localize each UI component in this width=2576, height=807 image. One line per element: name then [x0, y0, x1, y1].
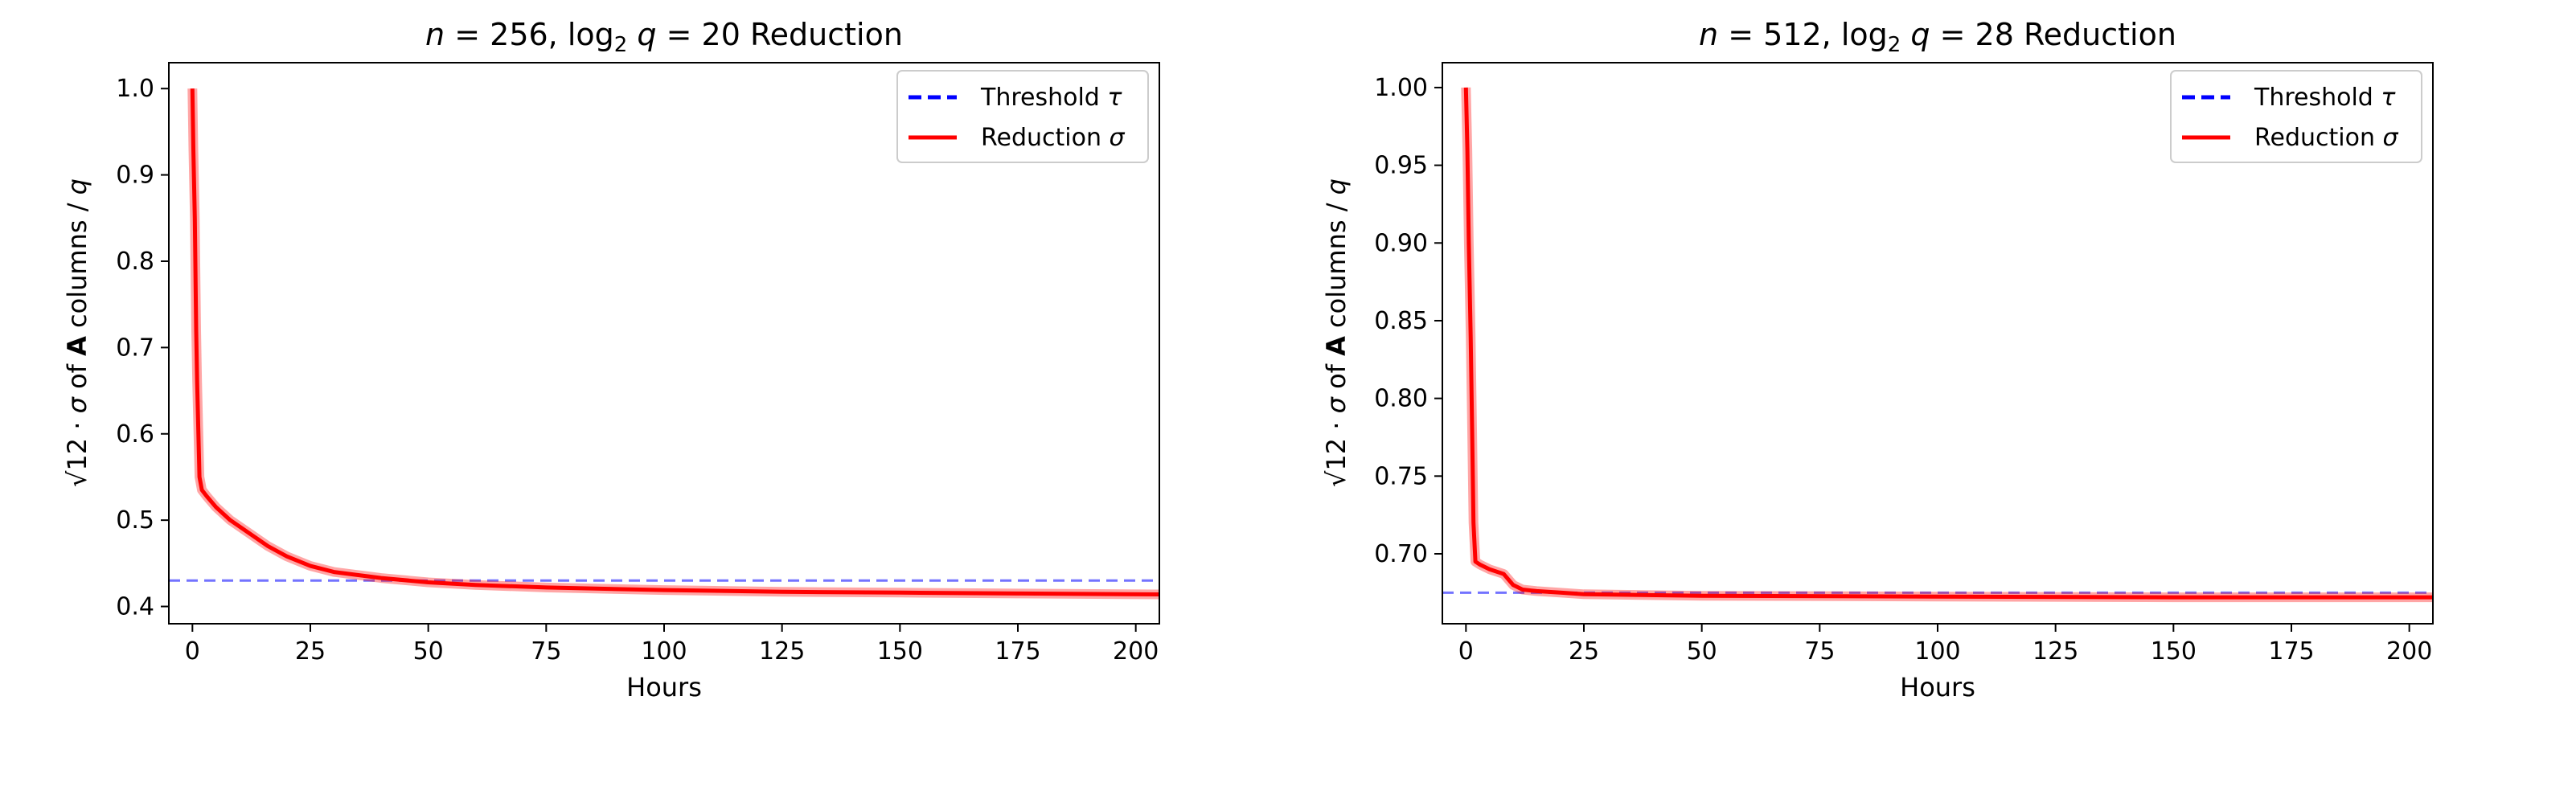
chart-1-ytick-label: 0.5: [116, 506, 154, 535]
chart-1-ytick-label: 0.4: [116, 593, 154, 621]
chart-2-xtick-label: 75: [1804, 637, 1835, 666]
chart-1-xlabel: Hours: [626, 672, 702, 703]
chart-1-ytick-label: 0.8: [116, 248, 154, 276]
chart-2-legend-threshold-label: Threshold τ: [2254, 84, 2396, 112]
chart-2-xtick-label: 25: [1569, 637, 1599, 666]
chart-1: n = 256, log2 q = 20 Reduction √12 · σ o…: [62, 17, 1160, 703]
chart-2-plot-area: 0 25 50 75 100 125 150 175 200 0.70 0.75 0.80 0.85 0.…: [1374, 62, 2434, 666]
chart-1-legend-reduction-label: Reduction σ: [981, 124, 1126, 152]
chart-2-xtick-label: 50: [1687, 637, 1717, 666]
chart-2-xtick-label: 175: [2268, 637, 2314, 666]
chart-1-reduction-line: [190, 88, 1159, 596]
chart-1-ytick-label: 0.9: [116, 162, 154, 190]
chart-1-xtick-label: 50: [413, 637, 444, 666]
chart-2-ylabel: √12 · σ of A columns / q: [1321, 178, 1352, 487]
chart-1-ytick-label: 0.7: [116, 334, 154, 362]
chart-2-legend-box: [2170, 70, 2422, 163]
chart-2-title: n = 512, log2 q = 28 Reduction: [1699, 17, 2176, 57]
chart-2-xtick-label: 0: [1458, 637, 1474, 666]
chart-1-xtick-label: 0: [185, 637, 200, 666]
chart-1-xtick-label: 25: [295, 637, 326, 666]
chart-1-xtick-label: 150: [877, 637, 923, 666]
chart-1-plot-area: 0 25 50 75 100 125 150 175 200 0.4 0.5 0.6 0.7 0.8 0.9…: [116, 62, 1160, 666]
chart-1-axes-frame: [168, 62, 1160, 625]
chart-2-xtick-label: 100: [1914, 637, 1960, 666]
chart-1-legend: Threshold τ Reduction σ: [896, 70, 1149, 163]
chart-1-xtick-label: 100: [641, 637, 687, 666]
chart-2-xtick-label: 150: [2151, 637, 2197, 666]
chart-2-reduction-line: [1463, 87, 2433, 600]
chart-2-xtick-label: 200: [2386, 637, 2432, 666]
chart-1-xtick-label: 200: [1113, 637, 1159, 666]
chart-2: n = 512, log2 q = 28 Reduction √12 · σ o…: [1321, 17, 2434, 703]
chart-2-axes-frame: [1442, 62, 2434, 625]
chart-2-data-layer: [1442, 87, 2433, 603]
chart-1-data-layer: [169, 88, 1159, 600]
chart-1-xtick-label: 75: [531, 637, 561, 666]
chart-2-ytick-label: 0.70: [1374, 540, 1428, 568]
chart-2-ytick-label: 0.75: [1374, 462, 1428, 490]
chart-1-ylabel: √12 · σ of A columns / q: [62, 178, 92, 487]
chart-1-xtick-label: 125: [759, 637, 805, 666]
chart-1-title: n = 256, log2 q = 20 Reduction: [425, 17, 903, 57]
chart-2-legend: Threshold τ Reduction σ: [2170, 70, 2422, 163]
chart-2-xlabel: Hours: [1900, 672, 1975, 703]
chart-1-ytick-label: 0.6: [116, 420, 154, 449]
chart-2-ytick-label: 0.90: [1374, 229, 1428, 257]
chart-2-xtick-label: 125: [2032, 637, 2078, 666]
chart-2-ytick-label: 0.80: [1374, 385, 1428, 413]
chart-2-ytick-label: 0.95: [1374, 152, 1428, 180]
chart-2-ytick-label: 0.85: [1374, 307, 1428, 335]
chart-1-ytick-label: 1.0: [116, 75, 154, 103]
chart-2-legend-reduction-label: Reduction σ: [2254, 124, 2399, 152]
chart-1-legend-threshold-label: Threshold τ: [980, 84, 1122, 112]
chart-1-xtick-label: 175: [995, 637, 1040, 666]
chart-2-ytick-label: 1.00: [1374, 74, 1428, 102]
chart-1-legend-box: [896, 70, 1149, 163]
